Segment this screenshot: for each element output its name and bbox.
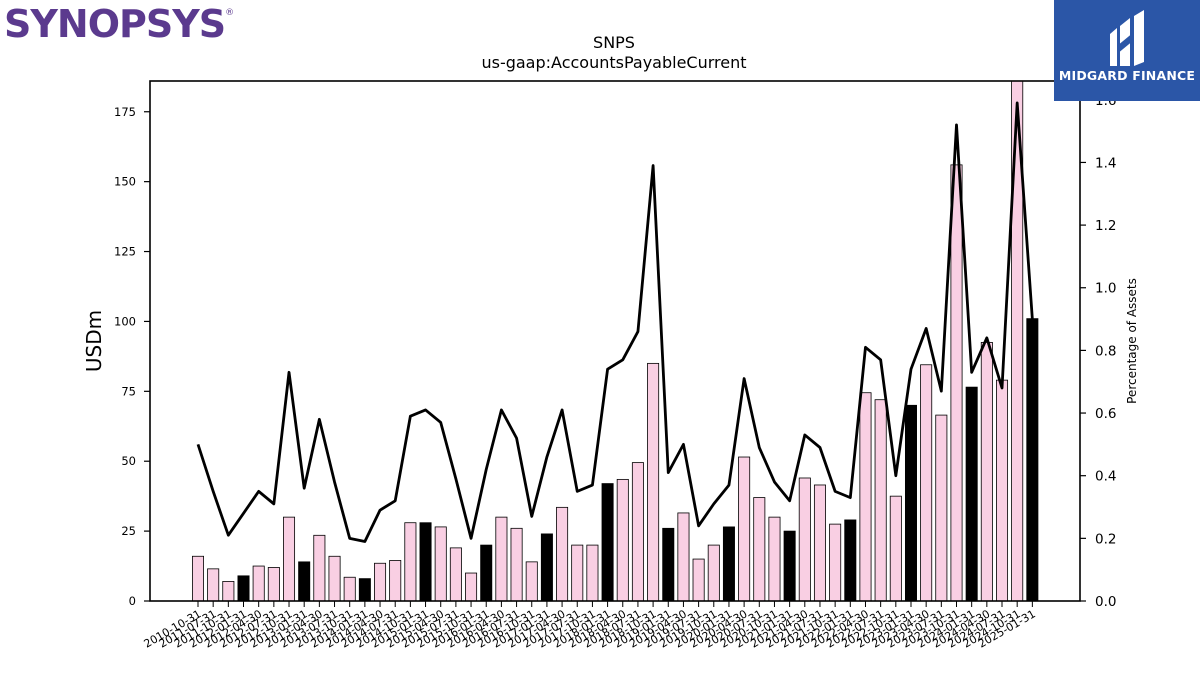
chart-subtitle: us-gaap:AccountsPayableCurrent — [481, 53, 746, 72]
percentage-line — [196, 101, 1034, 543]
bar — [222, 581, 235, 602]
bar — [904, 404, 917, 602]
bar — [389, 560, 402, 602]
bar — [616, 478, 629, 602]
bar — [798, 477, 811, 602]
bar — [252, 565, 265, 602]
bar — [571, 544, 584, 602]
y-tick-label: 175 — [114, 105, 136, 119]
bar — [267, 567, 280, 602]
bar — [374, 562, 387, 602]
bar — [753, 497, 766, 602]
y2-axis-label: Percentage of Assets — [1125, 278, 1139, 404]
plot-frame — [149, 80, 1081, 602]
y-tick-label: 125 — [114, 245, 136, 259]
bar — [859, 392, 872, 602]
bar — [434, 526, 447, 602]
bar — [525, 561, 538, 602]
bar — [874, 399, 887, 602]
y-tick-label: 100 — [114, 314, 136, 328]
bar — [707, 544, 720, 602]
y-tick-label: 75 — [121, 384, 136, 398]
bar — [207, 568, 220, 602]
y2-tick-label: 0.6 — [1095, 406, 1116, 422]
bar — [540, 533, 553, 602]
registered-mark: ® — [225, 8, 234, 18]
synopsys-logo-text: SYNOPSYS — [4, 2, 226, 46]
bar — [844, 519, 857, 602]
bar — [510, 527, 523, 602]
bar — [965, 386, 978, 602]
bar — [829, 523, 842, 602]
bar-series — [191, 80, 1039, 602]
synopsys-logo: SYNOPSYS® — [4, 2, 234, 46]
y2-tick-label: 0.2 — [1095, 531, 1116, 547]
midgard-finance-logo: MIDGARD FINANCE — [1054, 0, 1200, 101]
bar — [980, 341, 993, 602]
bar — [889, 495, 902, 602]
chart-title: SNPS — [593, 33, 635, 52]
bar — [996, 379, 1009, 602]
bar — [191, 555, 204, 602]
bar — [722, 526, 735, 602]
bar — [677, 512, 690, 602]
y2-tick-label: 0.4 — [1095, 469, 1116, 485]
bar — [298, 561, 311, 602]
left-axis: 0 25 50 75 100 125 150 175 — [114, 105, 150, 608]
bar — [237, 575, 250, 602]
bar — [556, 506, 569, 602]
y-axis-label: USDm — [82, 310, 106, 372]
line-series — [196, 101, 1034, 543]
y-tick-label: 0 — [129, 594, 136, 608]
bar — [662, 527, 675, 602]
bar — [920, 364, 933, 602]
bar — [631, 462, 644, 602]
y2-tick-label: 1.4 — [1095, 155, 1116, 171]
y-tick-label: 150 — [114, 175, 136, 189]
bar — [935, 414, 948, 602]
bar — [465, 572, 478, 602]
midgard-m-icon — [1110, 10, 1144, 66]
bar — [1026, 318, 1039, 602]
bar — [283, 516, 296, 602]
y2-tick-label: 0.0 — [1095, 594, 1116, 610]
bar — [495, 516, 508, 602]
bar — [480, 544, 493, 602]
bar — [328, 555, 341, 602]
y-tick-label: 25 — [121, 524, 136, 538]
bar — [950, 164, 963, 602]
y-tick-label: 50 — [121, 454, 136, 468]
bar — [586, 544, 599, 602]
right-axis: 0.00.20.40.60.81.01.21.41.6 — [1080, 93, 1116, 610]
y2-tick-label: 0.8 — [1095, 343, 1116, 359]
midgard-finance-text: MIDGARD FINANCE — [1058, 68, 1196, 83]
x-axis: 2010-10-312011-07-312011-10-312012-01-31… — [142, 601, 1038, 651]
y2-tick-label: 1.0 — [1095, 281, 1116, 297]
bar — [449, 547, 462, 602]
bar — [601, 483, 614, 602]
bar — [404, 522, 417, 602]
bar — [419, 522, 432, 602]
y2-tick-label: 1.2 — [1095, 218, 1116, 234]
bar — [768, 516, 781, 602]
bar — [343, 576, 356, 602]
bar — [738, 456, 751, 602]
bar — [783, 530, 796, 602]
bar — [813, 484, 826, 602]
bar — [313, 534, 326, 602]
bar — [692, 558, 705, 602]
bar — [358, 578, 371, 602]
bar — [647, 362, 660, 602]
